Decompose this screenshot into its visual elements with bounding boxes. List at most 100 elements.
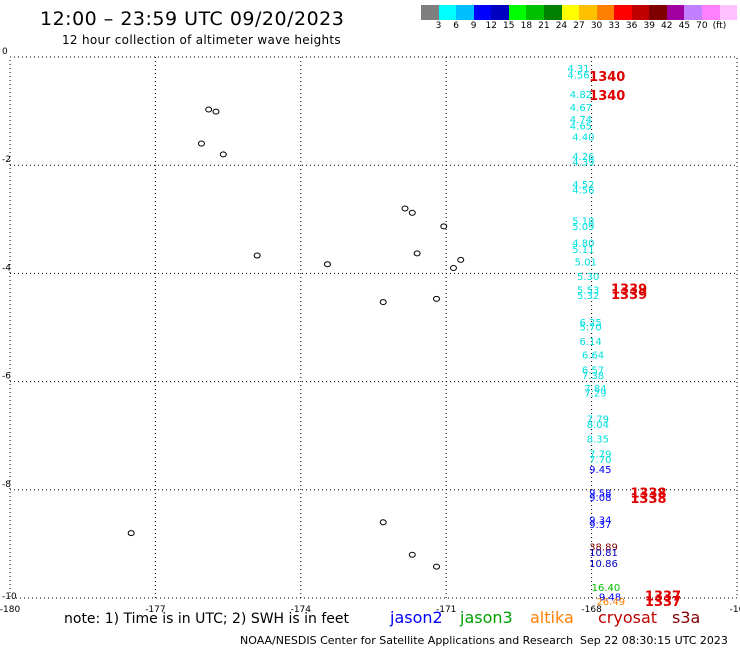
- wave-height-label: 6.14: [579, 337, 601, 348]
- pass-cycle-label: 1337: [645, 589, 681, 604]
- island-outline: [379, 299, 387, 306]
- wave-height-label: 4.56: [572, 186, 594, 197]
- wave-height-label: 9.58: [589, 489, 611, 500]
- color-scale-tick-label: 6: [453, 21, 459, 31]
- island-outline: [433, 295, 441, 302]
- pass-cycle-label: 1337: [645, 595, 681, 610]
- wave-height-label: 4.26: [572, 152, 594, 163]
- wave-height-label: 4.74: [570, 115, 592, 126]
- color-scale-swatch: [702, 5, 720, 20]
- pass-cycle-label: 1339: [611, 283, 647, 298]
- island-outline: [205, 106, 213, 113]
- wave-height-label: 4.82: [570, 90, 592, 101]
- y-tick-label: -4: [2, 263, 11, 273]
- wave-height-label: 7.29: [584, 388, 606, 399]
- footer-timestamp: Sep 22 08:30:15 UTC 2023: [580, 634, 728, 647]
- page-title: 12:00 – 23:59 UTC 09/20/2023: [40, 8, 345, 30]
- island-outline: [219, 151, 227, 158]
- wave-height-label: 7.38: [582, 371, 604, 382]
- island-outline: [379, 519, 387, 526]
- x-tick-label: -168: [581, 605, 602, 615]
- wave-height-label: 6.64: [582, 351, 604, 362]
- color-scale-swatch: [579, 5, 597, 20]
- wave-height-label: 9.45: [589, 465, 611, 476]
- y-tick-label: -10: [2, 592, 17, 602]
- x-tick-label: -177: [145, 605, 165, 615]
- color-scale-tick-label: 21: [538, 21, 550, 31]
- satellite-jason3-label: jason3: [460, 608, 513, 627]
- wave-height-label: 5.18: [572, 216, 594, 227]
- wave-height-label: 9.37: [589, 520, 611, 531]
- color-scale-labels: 3 6 9 12 15 18 21 24 27 30 33 36 39 42 45 70 (ft): [421, 21, 737, 33]
- x-tick-label: -16: [730, 605, 740, 615]
- wave-height-label: 5.09: [572, 222, 594, 233]
- wave-height-label: 5.53: [577, 286, 599, 297]
- island-outline: [127, 530, 135, 537]
- color-scale-tick-label: 9: [470, 21, 477, 31]
- wave-height-label: 4.65: [570, 122, 592, 133]
- wave-height-label: 7.70: [589, 455, 611, 466]
- island-outline: [401, 205, 409, 212]
- color-scale-swatch: [526, 5, 544, 20]
- wave-height-label: 5.70: [579, 322, 601, 333]
- color-scale-swatch: [491, 5, 509, 20]
- island-outline: [449, 264, 457, 271]
- y-tick-label: -2: [2, 155, 11, 165]
- wave-height-label: 7.79: [587, 414, 609, 425]
- island-outline: [440, 223, 448, 230]
- color-scale-swatch: [614, 5, 632, 20]
- color-scale-swatch: [561, 5, 580, 20]
- satellite-cryosat-label: cryosat: [598, 608, 658, 627]
- color-scale-swatch: [543, 5, 562, 20]
- color-scale-swatch: [596, 5, 615, 20]
- color-scale-swatch: [666, 5, 685, 20]
- color-scale-swatch: [473, 5, 492, 20]
- pass-cycle-label: 1338: [630, 487, 666, 502]
- wave-height-label: 8.35: [587, 434, 609, 445]
- y-tick-label: 0: [2, 47, 8, 57]
- color-scale-tick-label: (ft): [712, 21, 727, 31]
- wave-height-label: 9.08: [589, 493, 611, 504]
- wave-height-label: 4.67: [570, 103, 592, 114]
- wave-height-label: 5.32: [577, 291, 599, 302]
- color-scale-tick-label: 33: [608, 21, 620, 31]
- color-scale-tick-label: 42: [661, 21, 673, 31]
- satellite-s3a-label: s3a: [672, 608, 701, 627]
- footer-credit: NOAA/NESDIS Center for Satellite Applica…: [240, 634, 574, 647]
- color-scale-swatch: [456, 5, 474, 20]
- color-scale-swatch: [508, 5, 527, 20]
- wave-height-label: 5.01: [575, 257, 597, 268]
- island-outline: [433, 563, 441, 570]
- wave-height-label: 38.89: [589, 543, 618, 554]
- wave-height-label: 10.81: [589, 548, 618, 559]
- island-outline: [408, 551, 416, 558]
- wave-height-label: 26.49: [596, 597, 625, 608]
- wave-height-label: 16.40: [592, 583, 621, 594]
- island-outline: [197, 140, 205, 147]
- pass-cycle-label: 1338: [630, 492, 666, 507]
- color-scale-swatch: [649, 5, 667, 20]
- x-tick-label: -171: [436, 605, 456, 615]
- color-scale-tick-label: 27: [573, 21, 585, 31]
- map-frame: [9, 56, 738, 599]
- wave-height-label: 7.79: [589, 450, 611, 461]
- wave-height-label: 9.48: [599, 592, 621, 603]
- color-scale-swatch: [684, 5, 702, 20]
- color-scale-swatch: [631, 5, 650, 20]
- wave-height-label: 5.30: [577, 272, 599, 283]
- satellite-jason2-label: jason2: [390, 608, 443, 627]
- color-scale-swatch: [438, 5, 457, 20]
- wave-height-label: 4.80: [572, 239, 594, 250]
- wave-height-label: 6.25: [579, 318, 601, 329]
- y-tick-label: -8: [2, 480, 11, 490]
- x-tick-label: -180: [0, 605, 20, 615]
- color-scale-tick-label: 24: [555, 21, 568, 31]
- wave-height-label: 5.11: [572, 245, 594, 256]
- island-outline: [253, 252, 261, 259]
- color-scale-tick-label: 15: [503, 21, 515, 31]
- color-scale-tick-label: 3: [435, 21, 442, 31]
- wave-height-label: 9.34: [589, 516, 611, 527]
- pass-cycle-label: 1340: [589, 70, 625, 85]
- color-scale-swatch: [421, 5, 439, 20]
